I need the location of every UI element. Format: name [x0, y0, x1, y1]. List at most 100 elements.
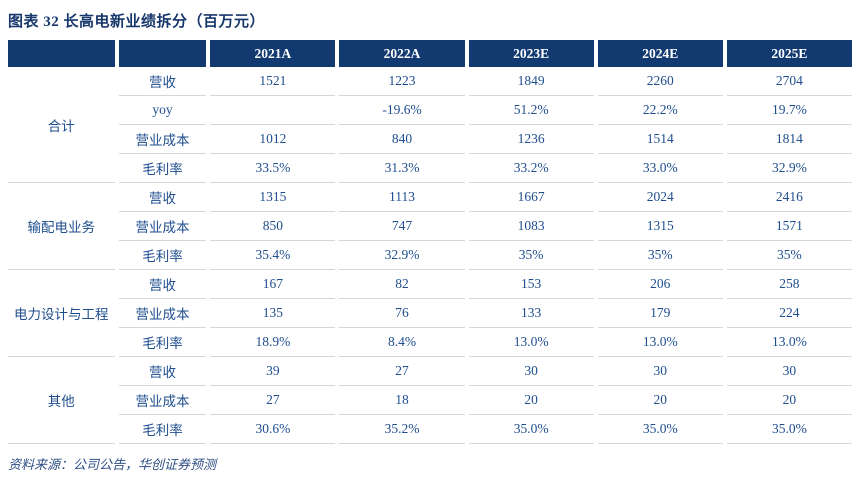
value-cell: 1521	[210, 67, 336, 96]
value-cell: 1236	[468, 125, 594, 154]
value-cell: 1849	[468, 67, 594, 96]
value-cell: 167	[210, 270, 336, 299]
metric-label: 毛利率	[118, 241, 207, 270]
value-cell: 1315	[210, 183, 336, 212]
value-cell: 840	[339, 125, 465, 154]
value-cell: 22.2%	[597, 96, 723, 125]
value-cell: 2416	[726, 183, 852, 212]
value-cell: 1571	[726, 212, 852, 241]
value-cell: 13.0%	[726, 328, 852, 357]
table-row: 营业成本 850 747 1083 1315 1571	[8, 212, 852, 241]
source-note: 资料来源：公司公告，华创证券预测	[8, 457, 217, 472]
value-cell: 1012	[210, 125, 336, 154]
value-cell: 135	[210, 299, 336, 328]
value-cell: 19.7%	[726, 96, 852, 125]
value-cell: 13.0%	[597, 328, 723, 357]
table-row: 毛利率 30.6% 35.2% 35.0% 35.0% 35.0%	[8, 415, 852, 444]
column-header-2023E: 2023E	[468, 40, 594, 67]
value-cell: 35%	[726, 241, 852, 270]
value-cell: 18	[339, 386, 465, 415]
value-cell: 2024	[597, 183, 723, 212]
table-body: 合计 营收 1521 1223 1849 2260 2704 yoy -19.6% 51.2% 22…	[8, 67, 852, 444]
value-cell: 1223	[339, 67, 465, 96]
metric-label: 营收	[118, 183, 207, 212]
column-header-2024E: 2024E	[597, 40, 723, 67]
value-cell: 33.2%	[468, 154, 594, 183]
column-header-2022A: 2022A	[339, 40, 465, 67]
value-cell: 32.9%	[726, 154, 852, 183]
value-cell: 1814	[726, 125, 852, 154]
value-cell: 2704	[726, 67, 852, 96]
value-cell: 35.0%	[726, 415, 852, 444]
table-row: 毛利率 33.5% 31.3% 33.2% 33.0% 32.9%	[8, 154, 852, 183]
value-cell: 30	[468, 357, 594, 386]
value-cell: 35.0%	[468, 415, 594, 444]
value-cell: 51.2%	[468, 96, 594, 125]
value-cell: 153	[468, 270, 594, 299]
value-cell: 1083	[468, 212, 594, 241]
metric-label: 营业成本	[118, 386, 207, 415]
metric-label: yoy	[118, 96, 207, 125]
header-row: 2021A 2022A 2023E 2024E 2025E	[8, 40, 852, 67]
value-cell: 2260	[597, 67, 723, 96]
value-cell: 33.0%	[597, 154, 723, 183]
value-cell: 76	[339, 299, 465, 328]
value-cell: 258	[726, 270, 852, 299]
value-cell: 35.0%	[597, 415, 723, 444]
group-cell: 合计	[8, 67, 115, 183]
value-cell: 27	[339, 357, 465, 386]
table-row: 营业成本 135 76 133 179 224	[8, 299, 852, 328]
column-header-2021A: 2021A	[210, 40, 336, 67]
table-row: 输配电业务 营收 1315 1113 1667 2024 2416	[8, 183, 852, 270]
table-row: 毛利率 18.9% 8.4% 13.0% 13.0% 13.0%	[8, 328, 852, 357]
value-cell: 1514	[597, 125, 723, 154]
table-row: 营业成本 27 18 20 20 20	[8, 386, 852, 415]
value-cell: 35.2%	[339, 415, 465, 444]
metric-label: 毛利率	[118, 154, 207, 183]
value-cell: 82	[339, 270, 465, 299]
value-cell: 179	[597, 299, 723, 328]
table-row: 其他 营收 39 27 30 30 30	[8, 357, 852, 444]
figure-title: 图表 32 长高电新业绩拆分（百万元）	[8, 14, 266, 30]
metric-label: 营收	[118, 357, 207, 386]
value-cell: 31.3%	[339, 154, 465, 183]
value-cell: 30.6%	[210, 415, 336, 444]
metric-label: 营收	[118, 67, 207, 96]
value-cell: 32.9%	[339, 241, 465, 270]
performance-breakdown-table: 2021A 2022A 2023E 2024E 2025E 合计 营收 1521 1223 18…	[4, 40, 856, 444]
value-cell: 35%	[597, 241, 723, 270]
table-row: 电力设计与工程 营收 167 82 153 206 258	[8, 270, 852, 357]
metric-label: 营业成本	[118, 212, 207, 241]
value-cell: 30	[597, 357, 723, 386]
value-cell: 206	[597, 270, 723, 299]
value-cell: 27	[210, 386, 336, 415]
group-cell: 输配电业务	[8, 183, 115, 270]
value-cell: 747	[339, 212, 465, 241]
column-header-2025E: 2025E	[726, 40, 852, 67]
column-header-empty	[8, 40, 115, 67]
value-cell: -19.6%	[339, 96, 465, 125]
table-row: 毛利率 35.4% 32.9% 35% 35% 35%	[8, 241, 852, 270]
metric-label: 营收	[118, 270, 207, 299]
table-row: yoy -19.6% 51.2% 22.2% 19.7%	[8, 96, 852, 125]
table-row: 合计 营收 1521 1223 1849 2260 2704	[8, 67, 852, 183]
value-cell: 8.4%	[339, 328, 465, 357]
value-cell: 30	[726, 357, 852, 386]
value-cell: 13.0%	[468, 328, 594, 357]
value-cell: 1667	[468, 183, 594, 212]
value-cell: 35.4%	[210, 241, 336, 270]
metric-label: 营业成本	[118, 299, 207, 328]
value-cell: 133	[468, 299, 594, 328]
value-cell: 20	[597, 386, 723, 415]
metric-label: 毛利率	[118, 328, 207, 357]
value-cell: 1113	[339, 183, 465, 212]
value-cell: 850	[210, 212, 336, 241]
value-cell: 39	[210, 357, 336, 386]
value-cell: 20	[726, 386, 852, 415]
value-cell: 33.5%	[210, 154, 336, 183]
value-cell: 20	[468, 386, 594, 415]
column-header-empty	[118, 40, 207, 67]
table-row: 营业成本 1012 840 1236 1514 1814	[8, 125, 852, 154]
value-cell	[210, 96, 336, 125]
